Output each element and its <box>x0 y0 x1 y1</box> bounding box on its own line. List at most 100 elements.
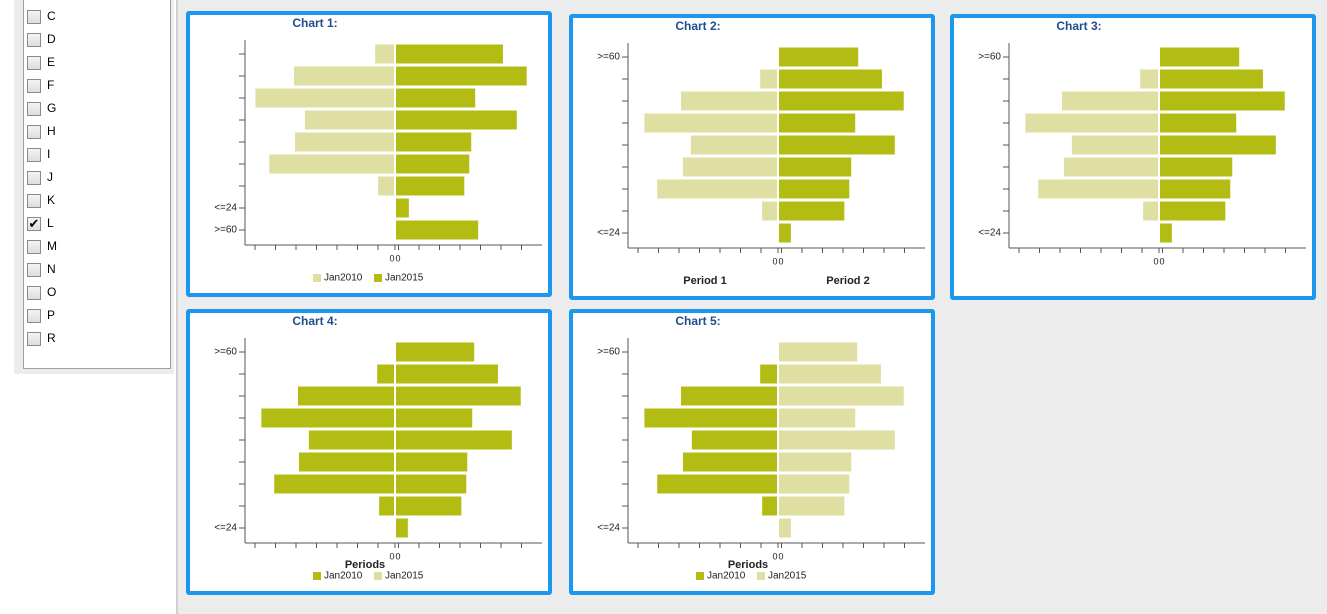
x-tick-label: 0 <box>389 253 394 263</box>
checkbox[interactable] <box>27 101 41 116</box>
checkbox-item[interactable]: E <box>27 53 55 71</box>
bar <box>779 135 895 155</box>
checkbox-item[interactable]: M <box>27 237 57 255</box>
checkbox-label: J <box>47 170 53 184</box>
x-tick-label: 0 <box>1153 256 1158 266</box>
legend-swatch <box>374 572 382 580</box>
x-tick-label: 0 <box>1159 256 1164 266</box>
bar <box>396 518 408 538</box>
y-tick-label: >=60 <box>597 52 620 63</box>
checkbox-item[interactable]: ✔ L <box>27 214 54 232</box>
checkbox[interactable]: ✔ <box>27 215 41 231</box>
y-tick-label: <=24 <box>597 228 620 239</box>
checkbox-item[interactable]: J <box>27 168 53 186</box>
checkbox[interactable] <box>27 193 41 208</box>
bar <box>396 364 498 384</box>
chart: Chart 3: >=60 <=24 0 0 <box>978 19 1306 266</box>
bar <box>1160 157 1233 177</box>
bar <box>1143 201 1158 221</box>
checkbox-item[interactable]: K <box>27 191 55 209</box>
bar <box>1160 179 1231 199</box>
bar <box>779 430 895 450</box>
legend-label: Jan2015 <box>385 571 424 582</box>
bar <box>396 110 517 130</box>
checkbox-list: C D E F G H I J K ✔ L M N O P R <box>23 0 171 369</box>
legend-label: Jan2015 <box>385 273 424 284</box>
checkbox-item[interactable]: N <box>27 260 56 278</box>
bar <box>762 201 777 221</box>
bar <box>396 198 409 218</box>
bar <box>396 154 470 174</box>
chart-panel: Chart 4: >=60 <=24 0 0 Periods Jan2010 Jan2015 <box>186 309 552 595</box>
chart-panel: Chart 5: >=60 <=24 0 0 Periods Jan2010 Jan2015 <box>569 309 935 595</box>
checkbox[interactable] <box>27 239 41 254</box>
bar <box>779 157 852 177</box>
checkbox-item[interactable]: F <box>27 76 54 94</box>
checkbox[interactable] <box>27 9 41 24</box>
bar <box>274 474 394 494</box>
x-tick-label: 0 <box>772 551 777 561</box>
checkbox[interactable] <box>27 331 41 346</box>
bar <box>1160 91 1285 111</box>
bar <box>1140 69 1158 89</box>
checkbox[interactable] <box>27 78 41 93</box>
checkbox[interactable] <box>27 147 41 162</box>
checkbox-item[interactable]: I <box>27 145 50 163</box>
checkbox-item[interactable]: D <box>27 30 56 48</box>
bar <box>377 364 394 384</box>
checkbox-label: N <box>47 262 56 276</box>
x-tick-label: 0 <box>389 551 394 561</box>
checkbox-item[interactable]: C <box>27 7 56 25</box>
checkbox-item[interactable]: R <box>27 329 56 347</box>
checkbox[interactable] <box>27 55 41 70</box>
bar <box>691 430 777 450</box>
bar <box>308 430 394 450</box>
bar <box>396 132 472 152</box>
checkbox[interactable] <box>27 32 41 47</box>
bar <box>396 88 476 108</box>
chart-title: Chart 1: <box>292 16 337 30</box>
bar <box>779 342 858 362</box>
axis-label: Periods <box>728 559 768 571</box>
sidebar-box: C D E F G H I J K ✔ L M N O P R <box>14 0 174 374</box>
checkbox-label: R <box>47 331 56 345</box>
y-tick-label: >=60 <box>214 347 237 358</box>
bar <box>779 179 850 199</box>
x-tick-label: 0 <box>778 256 783 266</box>
chart-panel: Chart 3: >=60 <=24 0 0 <box>950 14 1316 300</box>
bar <box>779 69 882 89</box>
checkbox-label: O <box>47 285 57 299</box>
checkbox-item[interactable]: O <box>27 283 56 301</box>
checkbox[interactable] <box>27 308 41 323</box>
checkbox[interactable] <box>27 124 41 139</box>
axis-label: Periods <box>345 559 385 571</box>
y-tick-label: >=60 <box>214 225 237 236</box>
bar <box>379 496 394 516</box>
bar <box>396 44 503 64</box>
chart-title: Chart 5: <box>675 314 720 328</box>
bar <box>1038 179 1158 199</box>
legend-swatch <box>313 572 321 580</box>
checkbox-label: K <box>47 193 56 207</box>
sidebar: C D E F G H I J K ✔ L M N O P R <box>0 0 178 614</box>
x-tick-label: 0 <box>778 551 783 561</box>
bar <box>396 176 465 196</box>
checkbox[interactable] <box>27 170 41 185</box>
bar <box>1071 135 1158 155</box>
y-tick-label: <=24 <box>214 203 237 214</box>
bar <box>760 69 777 89</box>
checkbox[interactable] <box>27 285 41 300</box>
bar <box>690 135 777 155</box>
checkbox[interactable] <box>27 262 41 277</box>
checkbox-item[interactable]: P <box>27 306 55 324</box>
bar <box>682 452 777 472</box>
checkbox-item[interactable]: H <box>27 122 56 140</box>
bar <box>396 220 479 240</box>
chart: Chart 2: >=60 <=24 0 0 Period 1 Period 2 <box>597 19 925 287</box>
legend-label: Jan2010 <box>324 571 363 582</box>
bar <box>396 474 467 494</box>
y-tick-label: >=60 <box>978 52 1001 63</box>
checkbox-item[interactable]: G <box>27 99 56 117</box>
bar <box>779 223 791 243</box>
